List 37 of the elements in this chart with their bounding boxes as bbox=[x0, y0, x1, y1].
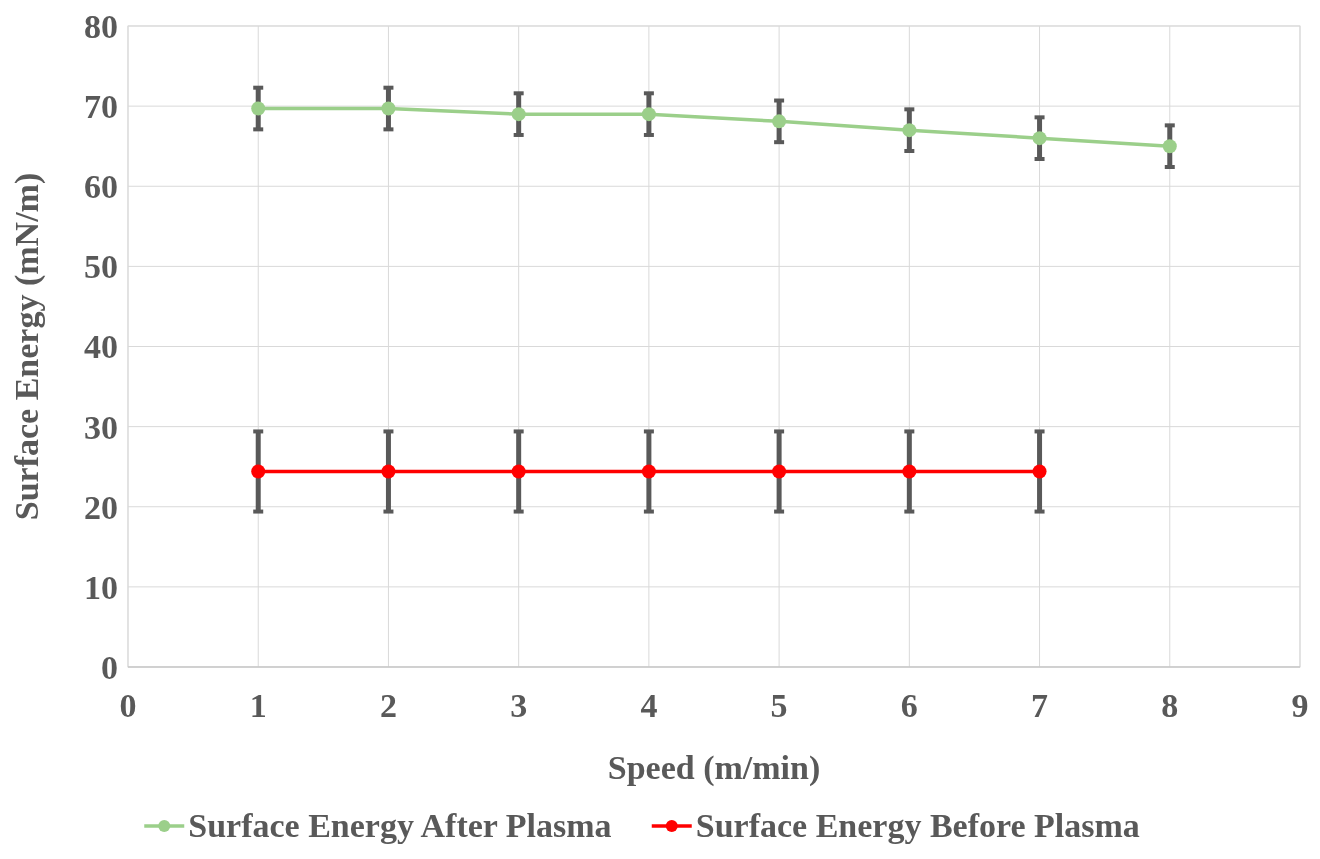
x-tick-label: 7 bbox=[1031, 687, 1049, 724]
x-tick-label: 4 bbox=[640, 687, 658, 724]
y-tick-label: 10 bbox=[84, 568, 118, 606]
y-tick-label: 30 bbox=[84, 408, 118, 446]
y-tick-label: 20 bbox=[84, 488, 118, 526]
point bbox=[1162, 139, 1177, 154]
point bbox=[641, 107, 656, 122]
point bbox=[511, 107, 526, 122]
point bbox=[251, 101, 266, 116]
x-tick-label: 2 bbox=[379, 687, 397, 724]
point bbox=[902, 464, 917, 479]
y-tick-label: 0 bbox=[101, 648, 118, 686]
y-tick-label: 40 bbox=[84, 328, 118, 366]
x-tick-label: 3 bbox=[510, 687, 528, 724]
x-tick-label: 1 bbox=[249, 687, 267, 724]
x-tick-label: 9 bbox=[1291, 687, 1309, 724]
point bbox=[381, 101, 396, 116]
y-tick-label: 70 bbox=[84, 88, 118, 126]
point bbox=[511, 464, 526, 479]
point bbox=[251, 464, 266, 479]
x-tick-label: 5 bbox=[770, 687, 788, 724]
point bbox=[902, 123, 917, 138]
x-axis-title: Speed (m/min) bbox=[607, 749, 821, 787]
point bbox=[772, 114, 787, 129]
x-tick-label: 8 bbox=[1161, 687, 1179, 724]
point bbox=[1032, 464, 1047, 479]
y-axis-title: Surface Energy (mN/m) bbox=[8, 172, 46, 521]
point bbox=[381, 464, 396, 479]
point bbox=[1032, 131, 1047, 146]
y-tick-label: 80 bbox=[84, 7, 118, 45]
y-tick-label: 60 bbox=[84, 168, 118, 206]
point bbox=[772, 464, 787, 479]
legend-label: Surface Energy Before Plasma bbox=[695, 807, 1140, 844]
x-tick-label: 6 bbox=[900, 687, 918, 724]
y-tick-label: 50 bbox=[84, 248, 118, 286]
point bbox=[641, 464, 656, 479]
legend-label: Surface Energy After Plasma bbox=[188, 807, 612, 844]
